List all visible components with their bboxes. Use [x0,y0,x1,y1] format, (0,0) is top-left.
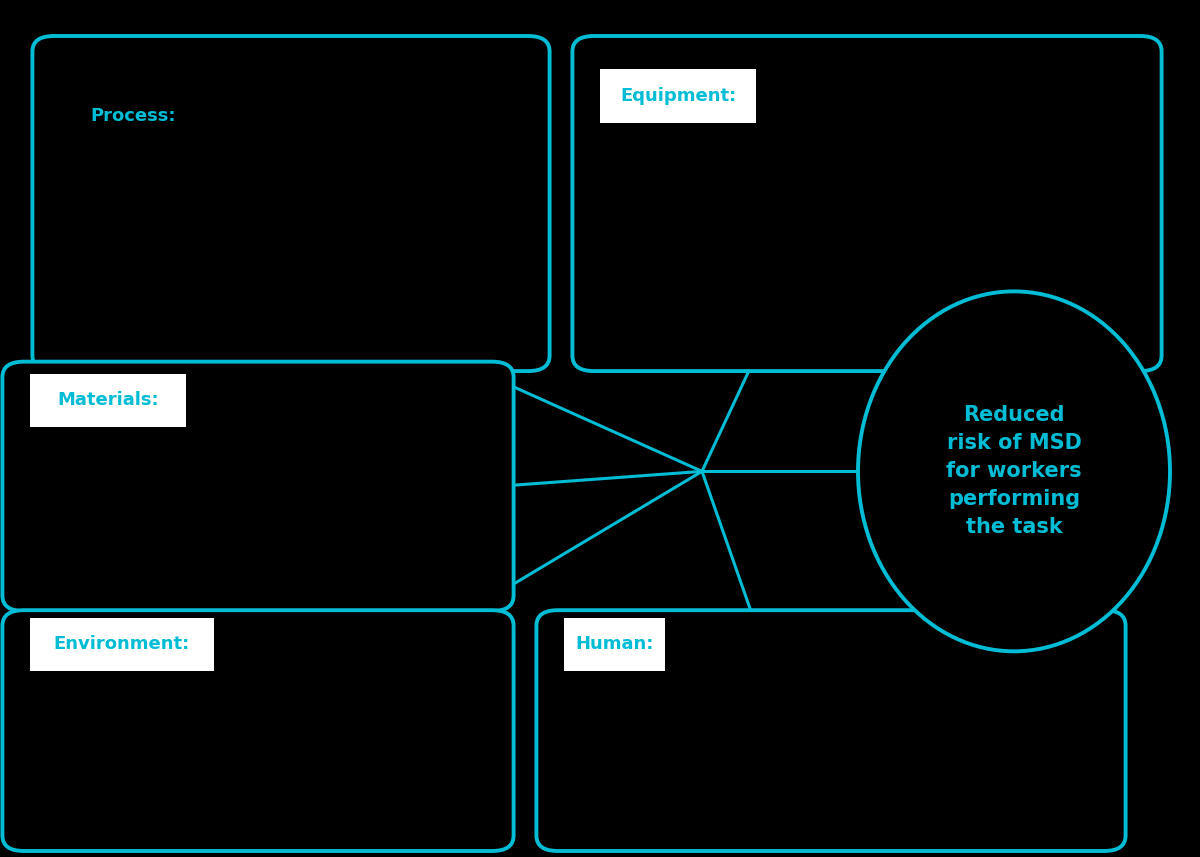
FancyBboxPatch shape [2,362,514,611]
Text: Reduced
risk of MSD
for workers
performing
the task: Reduced risk of MSD for workers performi… [946,405,1082,537]
FancyBboxPatch shape [600,69,756,123]
Text: Equipment:: Equipment: [620,87,736,105]
FancyBboxPatch shape [30,374,186,427]
Text: Environment:: Environment: [54,635,190,654]
Text: Materials:: Materials: [58,391,158,410]
FancyBboxPatch shape [30,618,214,671]
Text: Human:: Human: [575,635,654,654]
Text: Process:: Process: [90,106,175,125]
FancyBboxPatch shape [564,618,665,671]
FancyBboxPatch shape [536,610,1126,851]
FancyBboxPatch shape [32,36,550,371]
Ellipse shape [858,291,1170,651]
FancyBboxPatch shape [2,610,514,851]
FancyBboxPatch shape [572,36,1162,371]
